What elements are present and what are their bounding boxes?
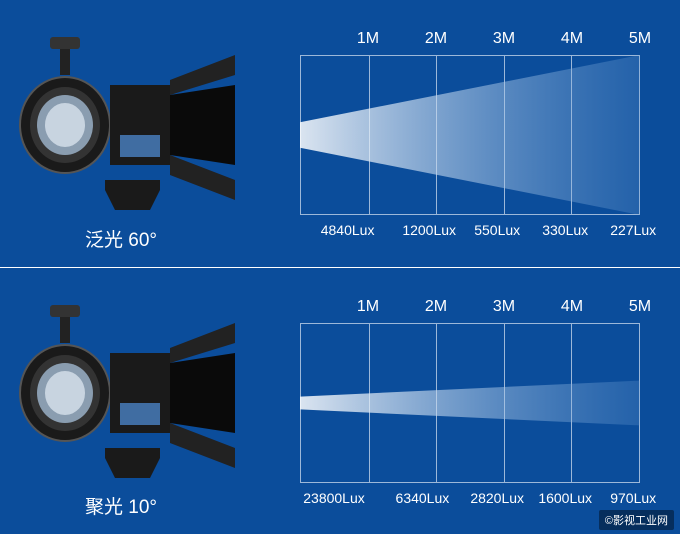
flood-lux-labels: 4840Lux 1200Lux 550Lux 330Lux 227Lux — [300, 222, 640, 242]
lux-4m: 330Lux — [542, 222, 588, 238]
spot-label: 聚光 10° — [85, 492, 157, 519]
lux-3m: 2820Lux — [470, 490, 524, 506]
dist-2m: 2M — [425, 298, 447, 316]
spot-panel: 聚光 10° 1M 2M 3M 4M 5M 23 — [0, 268, 680, 534]
spotlight-illustration-flood — [5, 25, 255, 215]
spot-lux-labels: 23800Lux 6340Lux 2820Lux 1600Lux 970Lux — [300, 490, 640, 510]
dist-1m: 1M — [357, 298, 379, 316]
flood-beam — [300, 55, 640, 215]
spotlight-illustration-spot — [5, 293, 255, 483]
dist-4m: 4M — [561, 30, 583, 48]
lux-1m: 4840Lux — [321, 222, 375, 238]
flood-label: 泛光 60° — [85, 225, 157, 252]
lux-4m: 1600Lux — [538, 490, 592, 506]
dist-3m: 3M — [493, 30, 515, 48]
flood-distance-labels: 1M 2M 3M 4M 5M — [300, 30, 640, 50]
spot-distance-labels: 1M 2M 3M 4M 5M — [300, 298, 640, 318]
lux-5m: 227Lux — [610, 222, 656, 238]
dist-4m: 4M — [561, 298, 583, 316]
lux-2m: 1200Lux — [402, 222, 456, 238]
spot-beam — [300, 323, 640, 483]
spot-chart — [300, 323, 640, 483]
flood-panel: 泛光 60° 1M 2M 3M 4M 5M 48 — [0, 0, 680, 267]
dist-1m: 1M — [357, 30, 379, 48]
dist-5m: 5M — [629, 298, 651, 316]
lux-1m: 23800Lux — [303, 490, 365, 506]
dist-3m: 3M — [493, 298, 515, 316]
dist-5m: 5M — [629, 30, 651, 48]
watermark: ©影视工业网 — [599, 510, 674, 530]
lux-3m: 550Lux — [474, 222, 520, 238]
flood-chart — [300, 55, 640, 215]
dist-2m: 2M — [425, 30, 447, 48]
lux-5m: 970Lux — [610, 490, 656, 506]
lux-2m: 6340Lux — [396, 490, 450, 506]
